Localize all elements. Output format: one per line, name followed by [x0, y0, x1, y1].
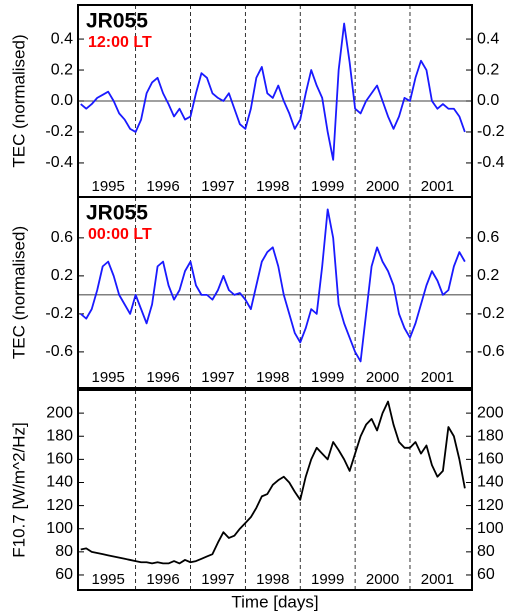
y-axis-label: F10.7 [W/m^2/Hz] — [9, 422, 28, 558]
x-tick-label: 1997 — [201, 571, 234, 588]
y-tick-label: 160 — [46, 451, 73, 468]
x-tick-label: 1998 — [256, 178, 289, 195]
x-tick-label: 1999 — [311, 369, 344, 386]
x-tick-label: 2000 — [366, 178, 399, 195]
y-tick-label-right: 80 — [477, 543, 495, 560]
panel-frame — [77, 196, 473, 389]
y-axis-label: TEC (normalised) — [9, 34, 28, 167]
x-tick-label: 2001 — [421, 571, 454, 588]
x-tick-label: 1999 — [311, 571, 344, 588]
data-line — [80, 22, 466, 161]
data-line — [80, 208, 466, 363]
y-tick-label: 60 — [55, 566, 73, 583]
panel-subtitle: 12:00 LT — [88, 34, 152, 51]
y-tick-label-right: 0.6 — [477, 229, 499, 246]
x-tick-label: 1998 — [256, 571, 289, 588]
y-tick-label-right: -0.6 — [477, 343, 505, 360]
y-tick-label-right: -0.2 — [477, 123, 505, 140]
x-tick-label: 1995 — [91, 369, 124, 386]
y-tick-label: -0.2 — [45, 305, 73, 322]
y-tick-label-right: 120 — [477, 497, 504, 514]
y-tick-label: 200 — [46, 404, 73, 421]
x-tick-label: 1996 — [146, 571, 179, 588]
y-tick-label: 180 — [46, 427, 73, 444]
y-tick-label: 140 — [46, 474, 73, 491]
y-tick-label: -0.4 — [45, 154, 73, 171]
x-tick-label: 1997 — [201, 178, 234, 195]
y-axis-label: TEC (normalised) — [9, 226, 28, 359]
y-tick-label-right: 60 — [477, 566, 495, 583]
x-tick-label: 1995 — [91, 571, 124, 588]
y-tick-label-right: 200 — [477, 404, 504, 421]
y-tick-label: 0.6 — [51, 229, 73, 246]
y-tick-label: 80 — [55, 543, 73, 560]
y-tick-label: -0.2 — [45, 123, 73, 140]
y-tick-label-right: -0.2 — [477, 305, 505, 322]
y-tick-label: 0.0 — [51, 92, 73, 109]
y-tick-label-right: 0.0 — [477, 92, 499, 109]
y-tick-label-right: 140 — [477, 474, 504, 491]
y-tick-label-right: 100 — [477, 520, 504, 537]
x-tick-label: 2000 — [366, 369, 399, 386]
panel-subtitle: 00:00 LT — [88, 226, 152, 243]
x-axis-label: Time [days] — [231, 592, 318, 611]
y-tick-label-right: 0.4 — [477, 30, 499, 47]
panel-frame — [77, 389, 473, 591]
y-tick-label: 0.2 — [51, 267, 73, 284]
y-tick-label: 120 — [46, 497, 73, 514]
panel-title: JR055 — [86, 202, 148, 225]
x-tick-label: 1996 — [146, 369, 179, 386]
x-tick-label: 1995 — [91, 178, 124, 195]
x-tick-label: 1997 — [201, 369, 234, 386]
y-tick-label-right: -0.4 — [477, 154, 505, 171]
y-tick-label-right: 0.2 — [477, 61, 499, 78]
x-tick-label: 2000 — [366, 571, 399, 588]
y-tick-label-right: 160 — [477, 451, 504, 468]
y-tick-label-right: 180 — [477, 427, 504, 444]
x-tick-label: 2001 — [421, 178, 454, 195]
y-tick-label: 0.2 — [51, 61, 73, 78]
x-tick-label: 1998 — [256, 369, 289, 386]
y-tick-label: -0.6 — [45, 343, 73, 360]
y-tick-label: 0.4 — [51, 30, 73, 47]
y-tick-label: 100 — [46, 520, 73, 537]
x-tick-label: 2001 — [421, 369, 454, 386]
y-tick-label-right: 0.2 — [477, 267, 499, 284]
x-tick-label: 1996 — [146, 178, 179, 195]
panel-title: JR055 — [86, 10, 148, 33]
x-tick-label: 1999 — [311, 178, 344, 195]
data-line — [80, 400, 466, 565]
